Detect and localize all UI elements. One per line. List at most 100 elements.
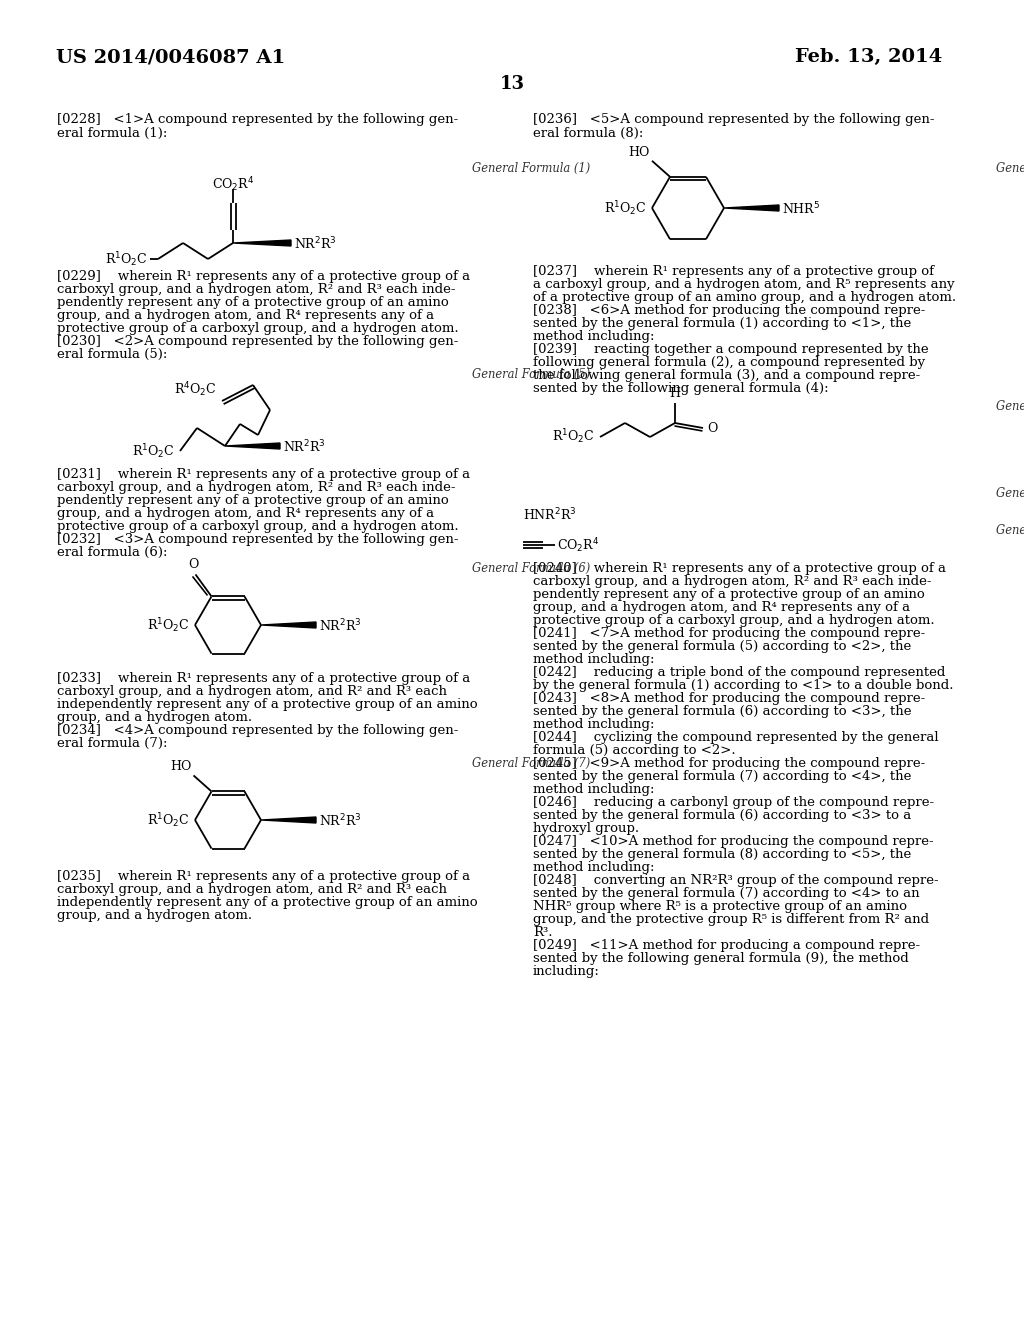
Text: eral formula (7):: eral formula (7): <box>57 737 168 750</box>
Text: [0241]   <7>A method for producing the compound repre-: [0241] <7>A method for producing the com… <box>534 627 926 640</box>
Text: method including:: method including: <box>534 718 654 731</box>
Text: General Formula (3): General Formula (3) <box>996 487 1024 500</box>
Text: NHR$^5$: NHR$^5$ <box>782 201 820 218</box>
Text: pendently represent any of a protective group of an amino: pendently represent any of a protective … <box>57 296 449 309</box>
Text: HNR$^2$R$^3$: HNR$^2$R$^3$ <box>523 507 577 524</box>
Text: [0234]   <4>A compound represented by the following gen-: [0234] <4>A compound represented by the … <box>57 723 459 737</box>
Text: carboxyl group, and a hydrogen atom, R² and R³ each inde-: carboxyl group, and a hydrogen atom, R² … <box>57 282 456 296</box>
Text: [0229]    wherein R¹ represents any of a protective group of a: [0229] wherein R¹ represents any of a pr… <box>57 271 470 282</box>
Text: group, and a hydrogen atom.: group, and a hydrogen atom. <box>57 711 252 723</box>
Text: pendently represent any of a protective group of an amino: pendently represent any of a protective … <box>534 587 925 601</box>
Text: method including:: method including: <box>534 861 654 874</box>
Text: General Formula (8): General Formula (8) <box>996 162 1024 176</box>
Text: independently represent any of a protective group of an amino: independently represent any of a protect… <box>57 896 477 909</box>
Text: NR$^2$R$^3$: NR$^2$R$^3$ <box>283 438 326 455</box>
Text: group, and a hydrogen atom, and R⁴ represents any of a: group, and a hydrogen atom, and R⁴ repre… <box>57 507 434 520</box>
Text: CO$_2$R$^4$: CO$_2$R$^4$ <box>557 537 599 556</box>
Text: method including:: method including: <box>534 783 654 796</box>
Text: eral formula (6):: eral formula (6): <box>57 546 168 558</box>
Text: General Formula (6): General Formula (6) <box>472 562 590 576</box>
Text: protective group of a carboxyl group, and a hydrogen atom.: protective group of a carboxyl group, an… <box>57 322 459 335</box>
Text: the following general formula (3), and a compound repre-: the following general formula (3), and a… <box>534 370 921 381</box>
Text: method including:: method including: <box>534 653 654 667</box>
Text: H: H <box>670 387 681 400</box>
Text: carboxyl group, and a hydrogen atom, and R² and R³ each: carboxyl group, and a hydrogen atom, and… <box>57 883 447 896</box>
Text: General Formula (7): General Formula (7) <box>472 756 590 770</box>
Text: sented by the general formula (5) according to <2>, the: sented by the general formula (5) accord… <box>534 640 911 653</box>
Text: [0246]    reducing a carbonyl group of the compound repre-: [0246] reducing a carbonyl group of the … <box>534 796 934 809</box>
Text: sented by the general formula (7) according to <4>, the: sented by the general formula (7) accord… <box>534 770 911 783</box>
Text: pendently represent any of a protective group of an amino: pendently represent any of a protective … <box>57 494 449 507</box>
Text: formula (5) according to <2>.: formula (5) according to <2>. <box>534 744 735 756</box>
Text: R$^1$O$_2$C: R$^1$O$_2$C <box>552 428 595 446</box>
Text: of a protective group of an amino group, and a hydrogen atom.: of a protective group of an amino group,… <box>534 290 956 304</box>
Text: HO: HO <box>629 145 650 158</box>
Text: R$^1$O$_2$C: R$^1$O$_2$C <box>105 251 148 269</box>
Text: [0247]   <10>A method for producing the compound repre-: [0247] <10>A method for producing the co… <box>534 836 934 847</box>
Text: hydroxyl group.: hydroxyl group. <box>534 822 639 836</box>
Text: [0238]   <6>A method for producing the compound repre-: [0238] <6>A method for producing the com… <box>534 304 926 317</box>
Text: sented by the general formula (6) according to <3> to a: sented by the general formula (6) accord… <box>534 809 911 822</box>
Text: General Formula (2): General Formula (2) <box>996 400 1024 413</box>
Polygon shape <box>261 622 316 628</box>
Text: group, and the protective group R⁵ is different from R² and: group, and the protective group R⁵ is di… <box>534 913 929 927</box>
Text: method including:: method including: <box>534 330 654 343</box>
Text: R$^1$O$_2$C: R$^1$O$_2$C <box>147 616 190 635</box>
Text: [0233]    wherein R¹ represents any of a protective group of a: [0233] wherein R¹ represents any of a pr… <box>57 672 470 685</box>
Text: R³.: R³. <box>534 927 553 939</box>
Text: [0237]    wherein R¹ represents any of a protective group of: [0237] wherein R¹ represents any of a pr… <box>534 265 934 279</box>
Text: sented by the following general formula (9), the method: sented by the following general formula … <box>534 952 908 965</box>
Text: [0244]    cyclizing the compound represented by the general: [0244] cyclizing the compound represente… <box>534 731 939 744</box>
Text: by the general formula (1) according to <1> to a double bond.: by the general formula (1) according to … <box>534 678 953 692</box>
Text: including:: including: <box>534 965 600 978</box>
Text: O: O <box>188 558 199 572</box>
Text: eral formula (1):: eral formula (1): <box>57 127 167 140</box>
Text: eral formula (5):: eral formula (5): <box>57 348 167 360</box>
Text: NHR⁵ group where R⁵ is a protective group of an amino: NHR⁵ group where R⁵ is a protective grou… <box>534 900 907 913</box>
Text: General Formula (4): General Formula (4) <box>996 524 1024 537</box>
Text: protective group of a carboxyl group, and a hydrogen atom.: protective group of a carboxyl group, an… <box>57 520 459 533</box>
Text: sented by the general formula (7) according to <4> to an: sented by the general formula (7) accord… <box>534 887 920 900</box>
Text: carboxyl group, and a hydrogen atom, and R² and R³ each: carboxyl group, and a hydrogen atom, and… <box>57 685 447 698</box>
Text: [0235]    wherein R¹ represents any of a protective group of a: [0235] wherein R¹ represents any of a pr… <box>57 870 470 883</box>
Text: [0240]    wherein R¹ represents any of a protective group of a: [0240] wherein R¹ represents any of a pr… <box>534 562 946 576</box>
Polygon shape <box>225 444 280 449</box>
Text: US 2014/0046087 A1: US 2014/0046087 A1 <box>56 48 286 66</box>
Text: [0242]    reducing a triple bond of the compound represented: [0242] reducing a triple bond of the com… <box>534 667 945 678</box>
Text: R$^1$O$_2$C: R$^1$O$_2$C <box>604 199 647 218</box>
Text: [0230]   <2>A compound represented by the following gen-: [0230] <2>A compound represented by the … <box>57 335 459 348</box>
Text: CO$_2$R$^4$: CO$_2$R$^4$ <box>212 176 254 194</box>
Text: independently represent any of a protective group of an amino: independently represent any of a protect… <box>57 698 477 711</box>
Text: [0248]    converting an NR²R³ group of the compound repre-: [0248] converting an NR²R³ group of the … <box>534 874 939 887</box>
Text: O: O <box>707 422 718 436</box>
Text: group, and a hydrogen atom, and R⁴ represents any of a: group, and a hydrogen atom, and R⁴ repre… <box>534 601 910 614</box>
Text: eral formula (8):: eral formula (8): <box>534 127 643 140</box>
Text: 13: 13 <box>500 75 524 92</box>
Text: [0239]    reacting together a compound represented by the: [0239] reacting together a compound repr… <box>534 343 929 356</box>
Text: [0243]   <8>A method for producing the compound repre-: [0243] <8>A method for producing the com… <box>534 692 926 705</box>
Text: NR$^2$R$^3$: NR$^2$R$^3$ <box>319 618 361 635</box>
Text: General Formula (5): General Formula (5) <box>472 368 590 381</box>
Text: NR$^2$R$^3$: NR$^2$R$^3$ <box>319 813 361 829</box>
Polygon shape <box>261 817 316 822</box>
Text: [0231]    wherein R¹ represents any of a protective group of a: [0231] wherein R¹ represents any of a pr… <box>57 469 470 480</box>
Text: [0236]   <5>A compound represented by the following gen-: [0236] <5>A compound represented by the … <box>534 114 935 125</box>
Text: HO: HO <box>170 760 191 774</box>
Text: General Formula (1): General Formula (1) <box>472 162 590 176</box>
Text: [0228]   <1>A compound represented by the following gen-: [0228] <1>A compound represented by the … <box>57 114 459 125</box>
Text: carboxyl group, and a hydrogen atom, R² and R³ each inde-: carboxyl group, and a hydrogen atom, R² … <box>57 480 456 494</box>
Text: [0232]   <3>A compound represented by the following gen-: [0232] <3>A compound represented by the … <box>57 533 459 546</box>
Text: R$^1$O$_2$C: R$^1$O$_2$C <box>147 812 190 830</box>
Text: following general formula (2), a compound represented by: following general formula (2), a compoun… <box>534 356 925 370</box>
Text: R$^1$O$_2$C: R$^1$O$_2$C <box>132 442 175 462</box>
Text: NR$^2$R$^3$: NR$^2$R$^3$ <box>294 236 337 252</box>
Text: a carboxyl group, and a hydrogen atom, and R⁵ represents any: a carboxyl group, and a hydrogen atom, a… <box>534 279 954 290</box>
Polygon shape <box>724 205 779 211</box>
Text: [0245]   <9>A method for producing the compound repre-: [0245] <9>A method for producing the com… <box>534 756 926 770</box>
Text: sented by the following general formula (4):: sented by the following general formula … <box>534 381 828 395</box>
Text: sented by the general formula (8) according to <5>, the: sented by the general formula (8) accord… <box>534 847 911 861</box>
Text: R$^4$O$_2$C: R$^4$O$_2$C <box>174 380 217 399</box>
Text: sented by the general formula (6) according to <3>, the: sented by the general formula (6) accord… <box>534 705 911 718</box>
Text: sented by the general formula (1) according to <1>, the: sented by the general formula (1) accord… <box>534 317 911 330</box>
Text: group, and a hydrogen atom, and R⁴ represents any of a: group, and a hydrogen atom, and R⁴ repre… <box>57 309 434 322</box>
